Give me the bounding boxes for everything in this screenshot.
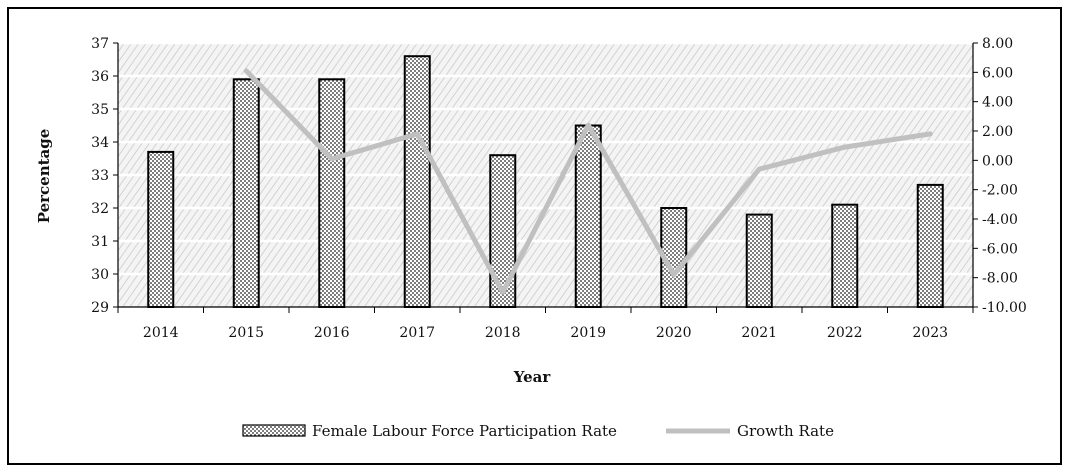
left-tick-label: 35 [91,102,109,118]
legend-label-bar: Female Labour Force Participation Rate [312,422,617,440]
x-tick-label: 2019 [570,325,606,341]
left-tick-label: 36 [91,69,109,85]
left-tick-label: 37 [91,36,109,52]
legend: Female Labour Force Participation Rate G… [242,422,834,440]
legend-swatch-bar [242,424,306,437]
bar-2014 [147,150,175,308]
x-tick-label: 2018 [485,325,521,341]
x-tick-labels: 2014 2015 2016 2017 2018 2019 2020 2021 2022 2023 [117,307,974,341]
left-tick-label: 31 [91,234,109,250]
x-tick-label: 2022 [827,325,863,341]
bar-2017 [403,55,431,309]
bar-2022 [831,203,859,308]
growth-line [243,68,933,295]
legend-label-line: Growth Rate [737,422,834,440]
left-tick-label: 29 [91,300,109,316]
x-tick-label: 2020 [656,325,692,341]
right-tick-label: 4.00 [982,95,1013,111]
bar-2019 [574,124,602,308]
left-tick-label: 32 [91,201,109,217]
right-tick-label: -6.00 [982,241,1018,257]
bar-2016 [318,78,346,308]
right-tick-label: -2.00 [982,183,1018,199]
x-tick-label: 2021 [741,325,777,341]
growth-rate-line [243,68,933,295]
right-tick-label: 0.00 [982,153,1013,169]
left-tick-label: 33 [91,168,109,184]
right-tick-label: -8.00 [982,271,1018,287]
bar-2015 [232,78,260,308]
y-axis-title: Percentage [35,129,53,224]
right-tick-label: 8.00 [982,36,1013,52]
right-tick-label: -4.00 [982,212,1018,228]
x-tick-label: 2016 [314,325,350,341]
right-tick-label: 6.00 [982,65,1013,81]
bars [147,55,944,309]
x-tick-label: 2023 [912,325,948,341]
bar-2021 [745,213,773,309]
x-tick-label: 2015 [228,325,264,341]
right-tick-label: 2.00 [982,124,1013,140]
right-tick-labels: -10.00 -8.00 -6.00 -4.00 -2.00 0.00 2.00 4.00 6.… [973,36,1027,316]
left-tick-label: 34 [91,135,109,151]
bar-2023 [916,183,944,308]
x-tick-label: 2017 [399,325,435,341]
left-tick-label: 30 [91,267,109,283]
right-tick-label: -10.00 [982,300,1027,316]
x-tick-label: 2014 [143,325,179,341]
left-tick-labels: 29 30 31 32 33 34 35 36 37 [91,36,118,316]
x-axis-title: Year [513,368,552,386]
bar-2018 [489,154,517,308]
